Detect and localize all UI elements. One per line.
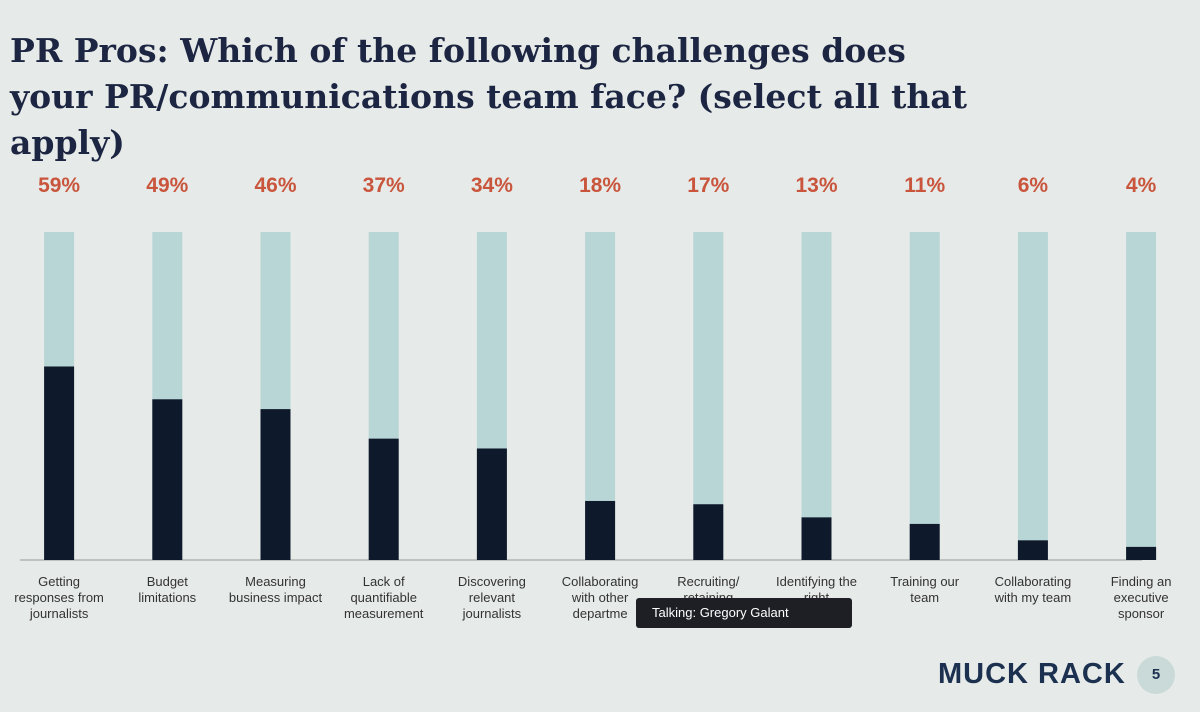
value-label: 49% xyxy=(146,174,188,197)
bar xyxy=(368,438,399,560)
value-label: 6% xyxy=(1018,174,1049,197)
bar xyxy=(693,504,724,560)
chart-title: PR Pros: Which of the following challeng… xyxy=(10,31,967,162)
x-tick-label: Training our team xyxy=(890,574,960,605)
bar xyxy=(44,366,75,560)
bar-track xyxy=(1017,232,1048,560)
bar xyxy=(260,409,291,560)
bar xyxy=(1126,546,1157,560)
value-label: 17% xyxy=(687,174,729,197)
value-label: 37% xyxy=(363,174,405,197)
value-label: 34% xyxy=(471,174,513,197)
page-number: 5 xyxy=(1137,656,1175,694)
value-label: 46% xyxy=(254,174,296,197)
value-label: 59% xyxy=(38,174,80,197)
logo: MUCK RACK xyxy=(938,658,1126,690)
x-tick-label: Discovering relevant journalists xyxy=(457,574,526,621)
value-label: 4% xyxy=(1126,174,1157,197)
x-tick-label: Budget limitations xyxy=(138,574,197,605)
value-label: 18% xyxy=(579,174,621,197)
bar xyxy=(585,500,616,560)
x-tick-label: Collaborating with my team xyxy=(994,574,1072,605)
x-tick-label: Finding an executive sponsor xyxy=(1110,574,1172,621)
bar-track xyxy=(1126,232,1157,560)
x-tick-label: Collaborating with other departme xyxy=(561,574,639,621)
x-tick-label: Getting responses from journalists xyxy=(14,574,104,621)
x-tick-label: Measuring business impact xyxy=(228,574,323,605)
bar xyxy=(476,448,507,560)
bar xyxy=(801,517,832,560)
x-tick-label: Lack of quantifiable measurement xyxy=(343,574,424,621)
value-label: 13% xyxy=(795,174,837,197)
value-label: 11% xyxy=(904,174,945,197)
bar xyxy=(909,523,940,560)
bar xyxy=(152,399,183,560)
bar xyxy=(1017,540,1048,560)
bar-track xyxy=(801,232,832,560)
bar-track xyxy=(909,232,940,560)
speaker-tooltip: Talking: Gregory Galant xyxy=(636,598,852,628)
